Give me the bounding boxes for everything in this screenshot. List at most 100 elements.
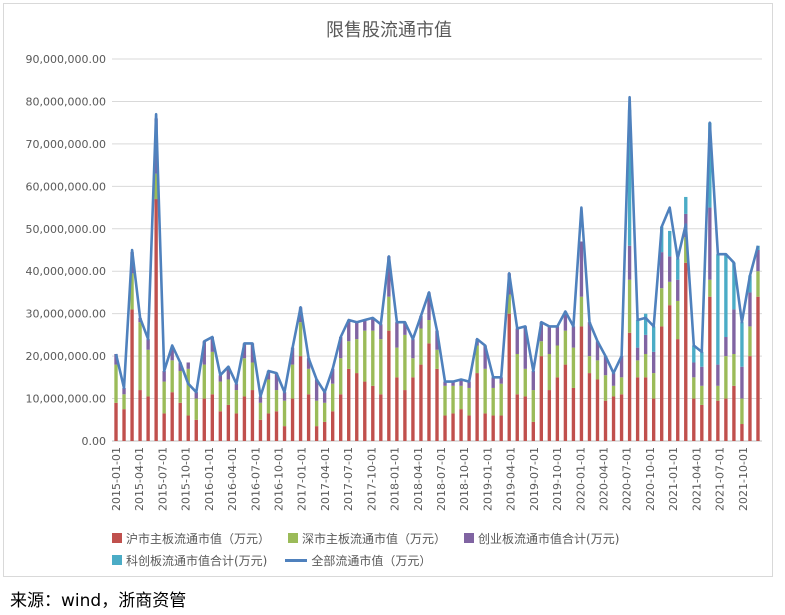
bar-s0-22 xyxy=(290,398,295,441)
bar-s0-35 xyxy=(395,377,399,441)
bar-s2-59 xyxy=(587,322,592,357)
bar-s1-42 xyxy=(451,385,455,414)
bar-s0-44 xyxy=(467,415,471,441)
bar-s0-1 xyxy=(122,409,126,441)
bar-s2-72 xyxy=(692,362,696,378)
bar-s2-15 xyxy=(234,383,239,391)
bar-s2-61 xyxy=(603,356,608,376)
bar-s1-24 xyxy=(306,368,311,395)
bar-s1-76 xyxy=(724,356,728,399)
bar-s2-36 xyxy=(403,322,407,335)
bar-s1-58 xyxy=(579,296,584,327)
bar-s0-16 xyxy=(242,396,247,441)
chart-legend: 沪市主板流通市值（万元） 深市主板流通市值（万元） 创业板流通市值合计(万元) … xyxy=(112,527,762,571)
bar-s2-20 xyxy=(274,373,279,391)
bar-s3-73 xyxy=(700,351,704,367)
bar-s2-4 xyxy=(146,339,150,350)
bar-s1-80 xyxy=(756,271,760,297)
bar-s0-30 xyxy=(355,373,359,441)
bar-s0-47 xyxy=(491,415,495,441)
bar-s3-75 xyxy=(716,254,720,365)
bar-s1-62 xyxy=(611,385,616,397)
bar-s1-2 xyxy=(130,273,134,310)
bar-s1-33 xyxy=(379,339,383,395)
bar-s1-79 xyxy=(748,326,752,357)
bar-s2-40 xyxy=(435,330,439,350)
bar-s2-73 xyxy=(700,366,704,386)
bar-s0-58 xyxy=(579,326,584,441)
x-tick-label-13: 2018-04-01 xyxy=(412,447,425,511)
bar-s1-49 xyxy=(507,294,511,314)
bar-s1-13 xyxy=(218,381,223,412)
bar-s1-31 xyxy=(363,330,367,382)
x-tick-label-6: 2016-07-01 xyxy=(249,447,262,511)
bar-s2-35 xyxy=(395,322,399,348)
bar-s2-18 xyxy=(258,396,263,403)
bar-s0-6 xyxy=(162,413,166,441)
bar-s1-67 xyxy=(651,373,656,399)
x-tick-label-26: 2021-07-01 xyxy=(714,447,727,511)
bar-s0-62 xyxy=(611,396,616,441)
bar-s1-8 xyxy=(178,370,182,403)
bar-s3-72 xyxy=(692,345,696,363)
bar-s2-25 xyxy=(314,379,319,401)
bar-s2-76 xyxy=(724,337,728,357)
bar-s1-47 xyxy=(491,387,495,416)
bar-s2-63 xyxy=(619,356,624,378)
y-tick-label-7: 70,000,000.00 xyxy=(26,138,106,151)
bar-s1-10 xyxy=(194,398,198,420)
bar-s2-21 xyxy=(282,392,287,401)
legend-item-total: 全部流通市值（万元） xyxy=(285,552,431,569)
bar-s0-17 xyxy=(250,390,255,441)
bar-s1-29 xyxy=(347,341,351,369)
bar-s2-58 xyxy=(579,241,584,297)
y-tick-label-6: 60,000,000.00 xyxy=(26,180,106,193)
bar-s3-79 xyxy=(748,275,752,293)
bar-s2-60 xyxy=(595,341,600,361)
bar-s0-31 xyxy=(363,381,367,441)
bar-s1-41 xyxy=(443,385,447,416)
bar-s0-41 xyxy=(443,415,447,441)
bar-s1-74 xyxy=(708,279,712,297)
bar-s0-3 xyxy=(138,390,142,441)
bar-s0-39 xyxy=(427,343,431,441)
bar-s2-39 xyxy=(427,292,431,321)
bar-s1-44 xyxy=(467,387,471,416)
bar-s1-38 xyxy=(419,328,423,365)
bar-s0-13 xyxy=(218,411,223,441)
source-note: 来源：wind，浙商资管 xyxy=(10,591,187,611)
bar-s2-47 xyxy=(491,377,495,388)
bar-s3-69 xyxy=(668,230,672,257)
bar-s1-77 xyxy=(732,353,736,386)
bar-s2-22 xyxy=(290,347,295,365)
bar-s0-10 xyxy=(194,419,198,441)
bar-s0-14 xyxy=(226,404,231,441)
bar-s2-14 xyxy=(226,366,231,380)
chart-plot: 0.00 10,000,000.00 20,000,000.00 30,000,000… xyxy=(26,53,762,511)
bar-s2-27 xyxy=(330,368,335,384)
bar-s0-71 xyxy=(684,262,688,441)
bar-s1-60 xyxy=(595,360,600,380)
bar-s1-32 xyxy=(371,330,375,386)
x-tick-label-8: 2017-01-01 xyxy=(296,447,309,511)
bar-s0-18 xyxy=(258,419,263,441)
legend-item-sz-main: 深市主板流通市值（万元） xyxy=(288,530,446,547)
bar-s0-63 xyxy=(619,394,624,441)
bar-s2-57 xyxy=(571,326,576,348)
y-tick-label-8: 80,000,000.00 xyxy=(26,95,106,108)
bar-s3-67 xyxy=(651,326,656,352)
bar-s0-38 xyxy=(419,364,423,441)
bar-s0-69 xyxy=(668,305,672,441)
y-tick-label-4: 40,000,000.00 xyxy=(26,265,106,278)
bar-s2-46 xyxy=(483,345,487,369)
bar-s0-25 xyxy=(314,426,319,441)
bar-s0-70 xyxy=(676,339,680,441)
bar-s2-79 xyxy=(748,292,752,327)
bar-s1-12 xyxy=(210,351,214,395)
bar-s0-64 xyxy=(627,332,632,441)
bar-s3-77 xyxy=(732,262,736,310)
bar-s2-31 xyxy=(363,320,367,331)
legend-label-sh-main: 沪市主板流通市值（万元） xyxy=(126,531,271,546)
bar-s1-45 xyxy=(475,345,479,374)
x-tick-label-12: 2018-01-01 xyxy=(389,447,402,511)
